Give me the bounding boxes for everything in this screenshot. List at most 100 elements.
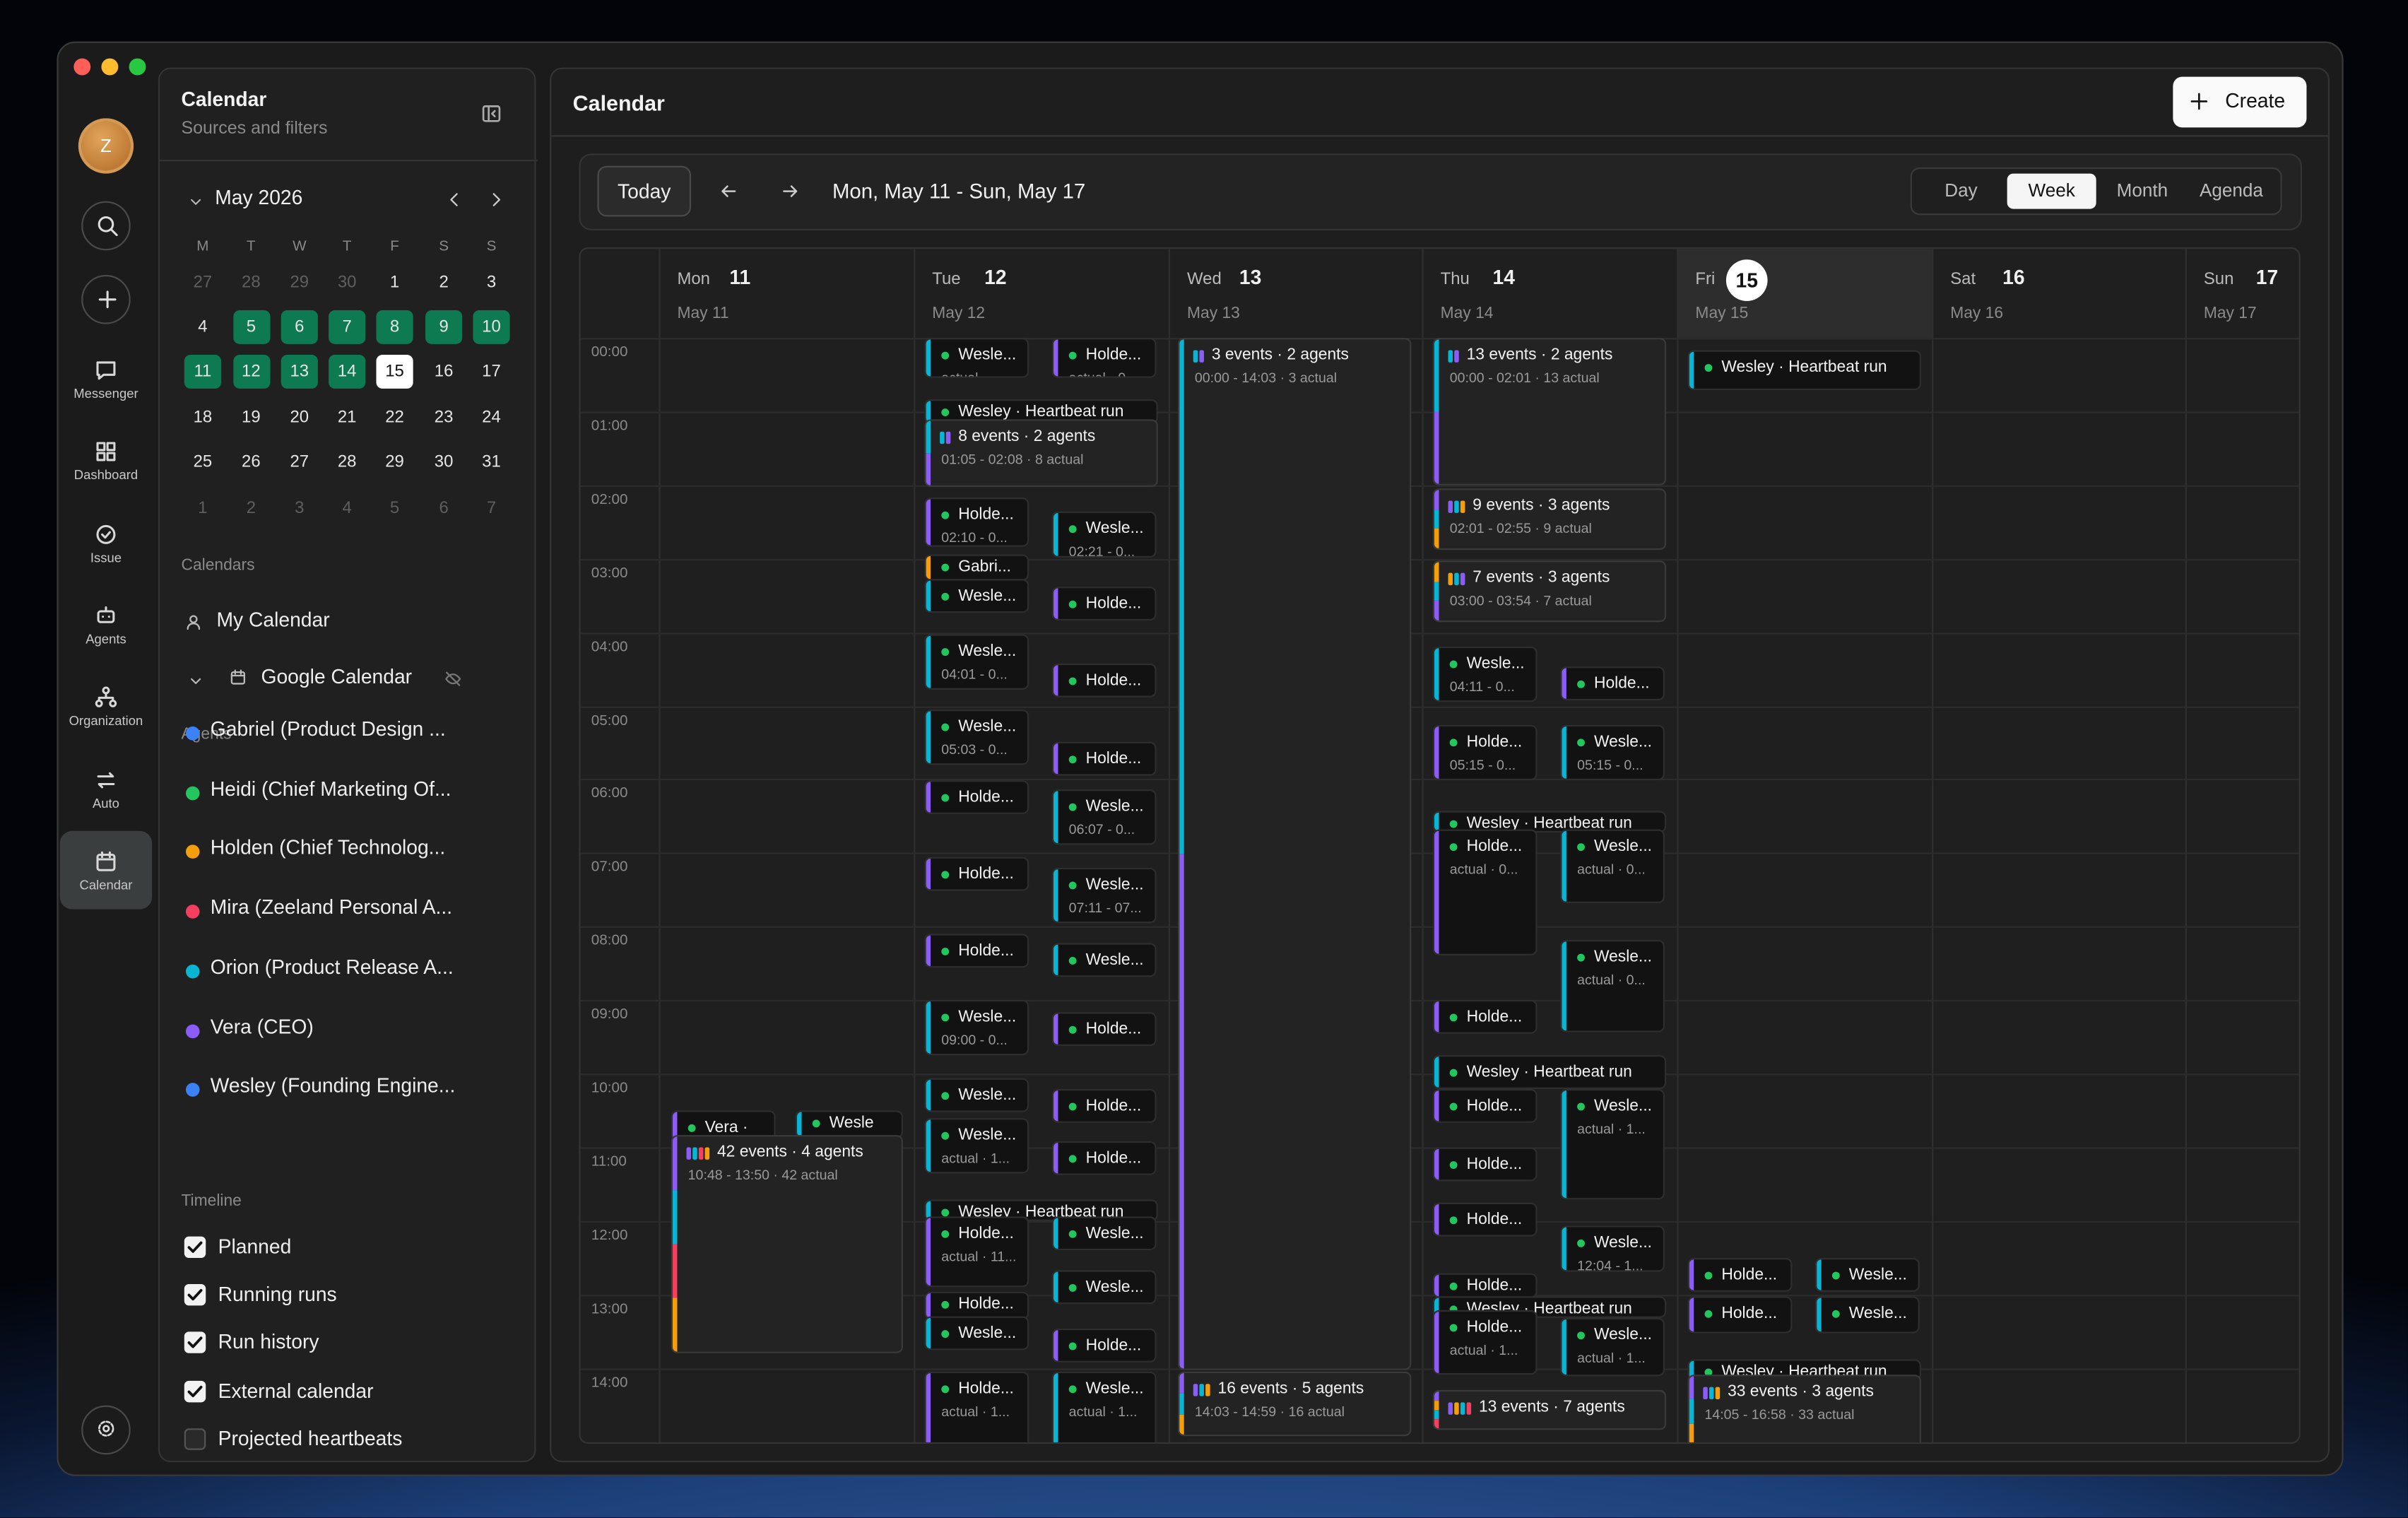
- mini-day[interactable]: 9: [425, 310, 463, 344]
- mini-day[interactable]: 31: [482, 453, 501, 472]
- event[interactable]: Holde...: [1687, 1258, 1793, 1292]
- agent-item[interactable]: Orion (Product Release A...: [210, 955, 454, 979]
- event[interactable]: Wesle...: [1814, 1296, 1920, 1334]
- mini-day[interactable]: 6: [281, 310, 318, 344]
- agent-item[interactable]: Wesley (Founding Engine...: [210, 1073, 456, 1098]
- mini-day[interactable]: 5: [389, 499, 400, 518]
- event[interactable]: Wesle... actual ·...: [924, 338, 1029, 378]
- mini-day[interactable]: 23: [434, 408, 454, 428]
- today-button[interactable]: Today: [597, 165, 692, 217]
- window-control[interactable]: [101, 58, 119, 76]
- event[interactable]: Holde...: [1687, 1296, 1793, 1334]
- day-number[interactable]: 17: [2255, 265, 2279, 289]
- mini-day[interactable]: 13: [281, 355, 318, 389]
- event[interactable]: Wesle...: [1814, 1258, 1920, 1292]
- event[interactable]: Wesle... actual · 0...: [1560, 940, 1665, 1032]
- mini-day[interactable]: 2: [439, 273, 449, 292]
- event-group[interactable]: 8 events · 2 agents 01:05 - 02:08 · 8 act…: [924, 419, 1158, 487]
- checkbox[interactable]: [184, 1380, 206, 1402]
- rail-label[interactable]: Dashboard: [73, 466, 138, 483]
- event[interactable]: Holde... actual · 1...: [924, 1371, 1029, 1442]
- mini-day[interactable]: 5: [232, 310, 270, 344]
- checkbox[interactable]: [184, 1428, 206, 1450]
- agent-item[interactable]: Mira (Zeeland Personal A...: [210, 895, 453, 919]
- avatar[interactable]: Z: [78, 118, 134, 174]
- mini-day[interactable]: 30: [337, 273, 357, 292]
- rail-label[interactable]: Issue: [90, 550, 122, 565]
- event[interactable]: Holde...: [1051, 1012, 1157, 1047]
- timeline-option[interactable]: Run history: [218, 1331, 319, 1354]
- settings-button[interactable]: [81, 1405, 131, 1455]
- event-group[interactable]: 9 events · 3 agents 02:01 - 02:55 · 9 act…: [1432, 488, 1667, 551]
- hidden-toggle[interactable]: [444, 668, 462, 695]
- calendar-item[interactable]: My Calendar: [216, 608, 330, 632]
- day-number[interactable]: 14: [1492, 265, 1515, 289]
- event[interactable]: Wesle... 09:00 - 0...: [924, 999, 1029, 1056]
- event[interactable]: Wesle... actual · 1...: [1051, 1371, 1157, 1442]
- event[interactable]: Holde... 02:10 - 0...: [924, 498, 1029, 547]
- agent-item[interactable]: Gabriel (Product Design ...: [210, 717, 446, 741]
- event[interactable]: Holde...: [1051, 663, 1157, 698]
- event[interactable]: Wesle... actual · 0...: [1560, 829, 1665, 903]
- expand-chevron[interactable]: [187, 670, 204, 698]
- mini-day[interactable]: 18: [193, 408, 213, 428]
- next-month[interactable]: [487, 189, 505, 216]
- mini-day[interactable]: 29: [385, 453, 404, 472]
- search-button[interactable]: [81, 201, 131, 251]
- mini-day[interactable]: 3: [295, 499, 305, 518]
- event[interactable]: Holde...: [1051, 741, 1157, 776]
- event-group[interactable]: 42 events · 4 agents 10:48 - 13:50 · 42 a…: [671, 1135, 903, 1353]
- rail-label[interactable]: Auto: [92, 795, 119, 811]
- event[interactable]: Gabri...: [924, 554, 1029, 581]
- timeline-option[interactable]: Planned: [218, 1235, 292, 1259]
- mini-day[interactable]: 1: [389, 273, 400, 292]
- mini-day[interactable]: 4: [342, 499, 352, 518]
- agent-item[interactable]: Vera (CEO): [210, 1014, 314, 1038]
- view-option[interactable]: Month: [2116, 180, 2168, 201]
- event[interactable]: Holde...: [924, 1291, 1029, 1319]
- event[interactable]: Holde... actual · 0...: [1051, 338, 1157, 378]
- mini-day[interactable]: 27: [290, 453, 309, 472]
- mini-day[interactable]: 24: [482, 408, 501, 428]
- event[interactable]: Wesle...: [1051, 1270, 1157, 1305]
- mini-day[interactable]: 4: [198, 317, 208, 336]
- event[interactable]: Wesle... 06:07 - 0...: [1051, 789, 1157, 845]
- event[interactable]: Wesley · Heartbeat run: [1687, 350, 1921, 391]
- day-number[interactable]: 16: [2002, 265, 2025, 289]
- window-control[interactable]: [129, 58, 146, 76]
- rail-label[interactable]: Organization: [69, 712, 143, 729]
- mini-day[interactable]: 2: [246, 499, 256, 518]
- event[interactable]: Holde... 05:15 - 0...: [1432, 724, 1538, 781]
- mini-day[interactable]: 11: [184, 355, 221, 389]
- event[interactable]: Wesle...: [1051, 1216, 1157, 1251]
- event-group[interactable]: 7 events · 3 agents 03:00 - 03:54 · 7 act…: [1432, 560, 1667, 623]
- event[interactable]: Holde...: [924, 857, 1029, 891]
- view-option[interactable]: Agenda: [2199, 180, 2263, 201]
- mini-day[interactable]: 14: [329, 355, 366, 389]
- event[interactable]: Wesle... actual · 1...: [1560, 1317, 1665, 1377]
- mini-day[interactable]: 3: [486, 273, 497, 292]
- event[interactable]: Wesley · Heartbeat run: [1432, 1296, 1667, 1318]
- event[interactable]: Holde...: [1051, 1088, 1157, 1123]
- timeline-option[interactable]: External calendar: [218, 1378, 374, 1402]
- event[interactable]: Wesle...: [924, 1316, 1029, 1351]
- mini-day[interactable]: 6: [439, 499, 449, 518]
- rail-label[interactable]: Agents: [85, 631, 126, 647]
- mini-day[interactable]: 22: [385, 408, 404, 428]
- event[interactable]: Wesle... 07:11 - 07...: [1051, 867, 1157, 924]
- calendar-item[interactable]: Google Calendar: [261, 665, 413, 688]
- prev-month[interactable]: [445, 189, 464, 216]
- day-number[interactable]: 15: [1725, 259, 1768, 301]
- mini-day[interactable]: 10: [473, 310, 510, 344]
- event[interactable]: Holde...: [1560, 666, 1665, 701]
- next-week[interactable]: [780, 181, 800, 208]
- event[interactable]: Wesle... 12:04 - 1...: [1560, 1225, 1665, 1272]
- mini-day[interactable]: 28: [242, 273, 261, 292]
- event-group[interactable]: 33 events · 3 agents 14:05 - 16:58 · 33 a…: [1687, 1375, 1921, 1442]
- day-number[interactable]: 13: [1239, 265, 1262, 289]
- event-group[interactable]: 3 events · 2 agents 00:00 - 14:03 · 3 act…: [1177, 338, 1412, 1370]
- event[interactable]: Holde...: [1051, 587, 1157, 621]
- mini-day[interactable]: 7: [486, 499, 497, 518]
- event[interactable]: Holde...: [1432, 1273, 1538, 1298]
- mini-day[interactable]: 29: [290, 273, 309, 292]
